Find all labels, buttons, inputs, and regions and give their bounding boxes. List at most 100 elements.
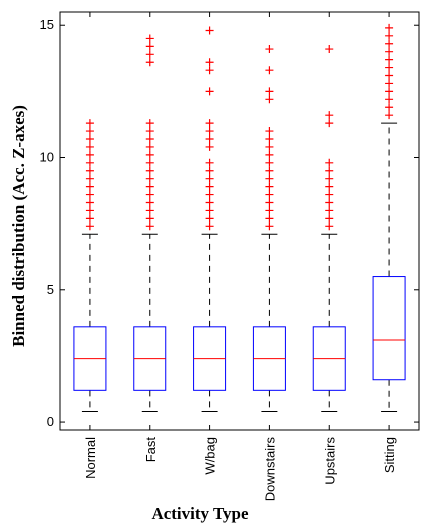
x-tick-label: Upstairs (322, 437, 337, 485)
outlier-marker (325, 45, 334, 54)
outlier-marker (265, 87, 274, 96)
iqr-box (372, 276, 406, 381)
outlier-marker (85, 150, 94, 159)
outlier-marker (85, 214, 94, 223)
plot-content (60, 12, 419, 430)
outlier-marker (265, 190, 274, 199)
outlier-marker (385, 47, 394, 56)
y-axis-title: Binned distribution (Acc. Z-axes) (9, 105, 28, 347)
y-tick-label: 15 (40, 17, 54, 32)
outlier-marker (145, 142, 154, 151)
outlier-marker (385, 71, 394, 80)
x-tick-label: Downstairs (262, 437, 277, 502)
outlier-marker (325, 119, 334, 128)
outlier-marker (205, 66, 214, 75)
y-tick-label: 0 (47, 414, 54, 429)
outlier-marker (265, 198, 274, 207)
outlier-marker (385, 31, 394, 40)
outlier-marker (385, 55, 394, 64)
outlier-marker (265, 150, 274, 159)
outlier-marker (385, 103, 394, 112)
outlier-marker (325, 214, 334, 223)
plot-frame (59, 11, 420, 431)
outlier-marker (325, 206, 334, 215)
outlier-marker (85, 127, 94, 136)
outlier-marker (85, 142, 94, 151)
outlier-marker (145, 222, 154, 231)
outlier-marker (205, 119, 214, 128)
outlier-marker (325, 222, 334, 231)
outlier-marker (385, 111, 394, 120)
outlier-marker (205, 182, 214, 191)
outlier-marker (265, 182, 274, 191)
y-tick-label: 5 (47, 282, 54, 297)
outlier-marker (145, 214, 154, 223)
outlier-marker (85, 134, 94, 143)
outlier-marker (205, 190, 214, 199)
outlier-marker (85, 190, 94, 199)
outlier-marker (325, 111, 334, 120)
outlier-marker (385, 95, 394, 104)
outlier-marker (85, 206, 94, 215)
outlier-marker (205, 222, 214, 231)
outlier-marker (85, 119, 94, 128)
outlier-marker (205, 214, 214, 223)
outlier-marker (85, 198, 94, 207)
outlier-marker (145, 174, 154, 183)
outlier-marker (265, 166, 274, 175)
outlier-marker (145, 119, 154, 128)
outlier-marker (205, 127, 214, 136)
outlier-marker (385, 63, 394, 72)
outlier-marker (145, 50, 154, 59)
outlier-marker (325, 166, 334, 175)
outlier-marker (145, 34, 154, 43)
outlier-marker (385, 79, 394, 88)
outlier-marker (265, 214, 274, 223)
x-tick-label: Normal (83, 437, 98, 479)
outlier-marker (325, 190, 334, 199)
outlier-marker (265, 206, 274, 215)
outlier-marker (265, 45, 274, 54)
outlier-marker (205, 158, 214, 167)
y-tick-label: 10 (40, 150, 54, 165)
outlier-marker (265, 174, 274, 183)
outlier-marker (385, 87, 394, 96)
outlier-marker (385, 39, 394, 48)
outlier-marker (145, 182, 154, 191)
x-tick-label: Sitting (382, 437, 397, 473)
outlier-marker (265, 66, 274, 75)
outlier-marker (265, 95, 274, 104)
outlier-marker (85, 158, 94, 167)
x-tick-label: W/bag (203, 437, 218, 475)
outlier-marker (145, 42, 154, 51)
outlier-marker (265, 134, 274, 143)
outlier-marker (385, 23, 394, 32)
outlier-marker (205, 198, 214, 207)
outlier-marker (265, 158, 274, 167)
outlier-marker (205, 134, 214, 143)
outlier-marker (145, 166, 154, 175)
outlier-marker (265, 222, 274, 231)
outlier-marker (205, 58, 214, 67)
outlier-marker (85, 174, 94, 183)
outlier-marker (265, 142, 274, 151)
outlier-marker (265, 127, 274, 136)
outlier-marker (205, 174, 214, 183)
x-axis-title: Activity Type (151, 504, 249, 523)
outlier-marker (325, 158, 334, 167)
outlier-marker (205, 166, 214, 175)
outlier-marker (85, 222, 94, 231)
outlier-marker (325, 182, 334, 191)
outlier-marker (205, 206, 214, 215)
outlier-marker (145, 190, 154, 199)
outlier-marker (85, 166, 94, 175)
outlier-marker (145, 127, 154, 136)
outlier-marker (205, 26, 214, 35)
outlier-marker (145, 150, 154, 159)
outlier-marker (145, 198, 154, 207)
outlier-marker (85, 182, 94, 191)
outlier-marker (325, 174, 334, 183)
outlier-marker (205, 87, 214, 96)
